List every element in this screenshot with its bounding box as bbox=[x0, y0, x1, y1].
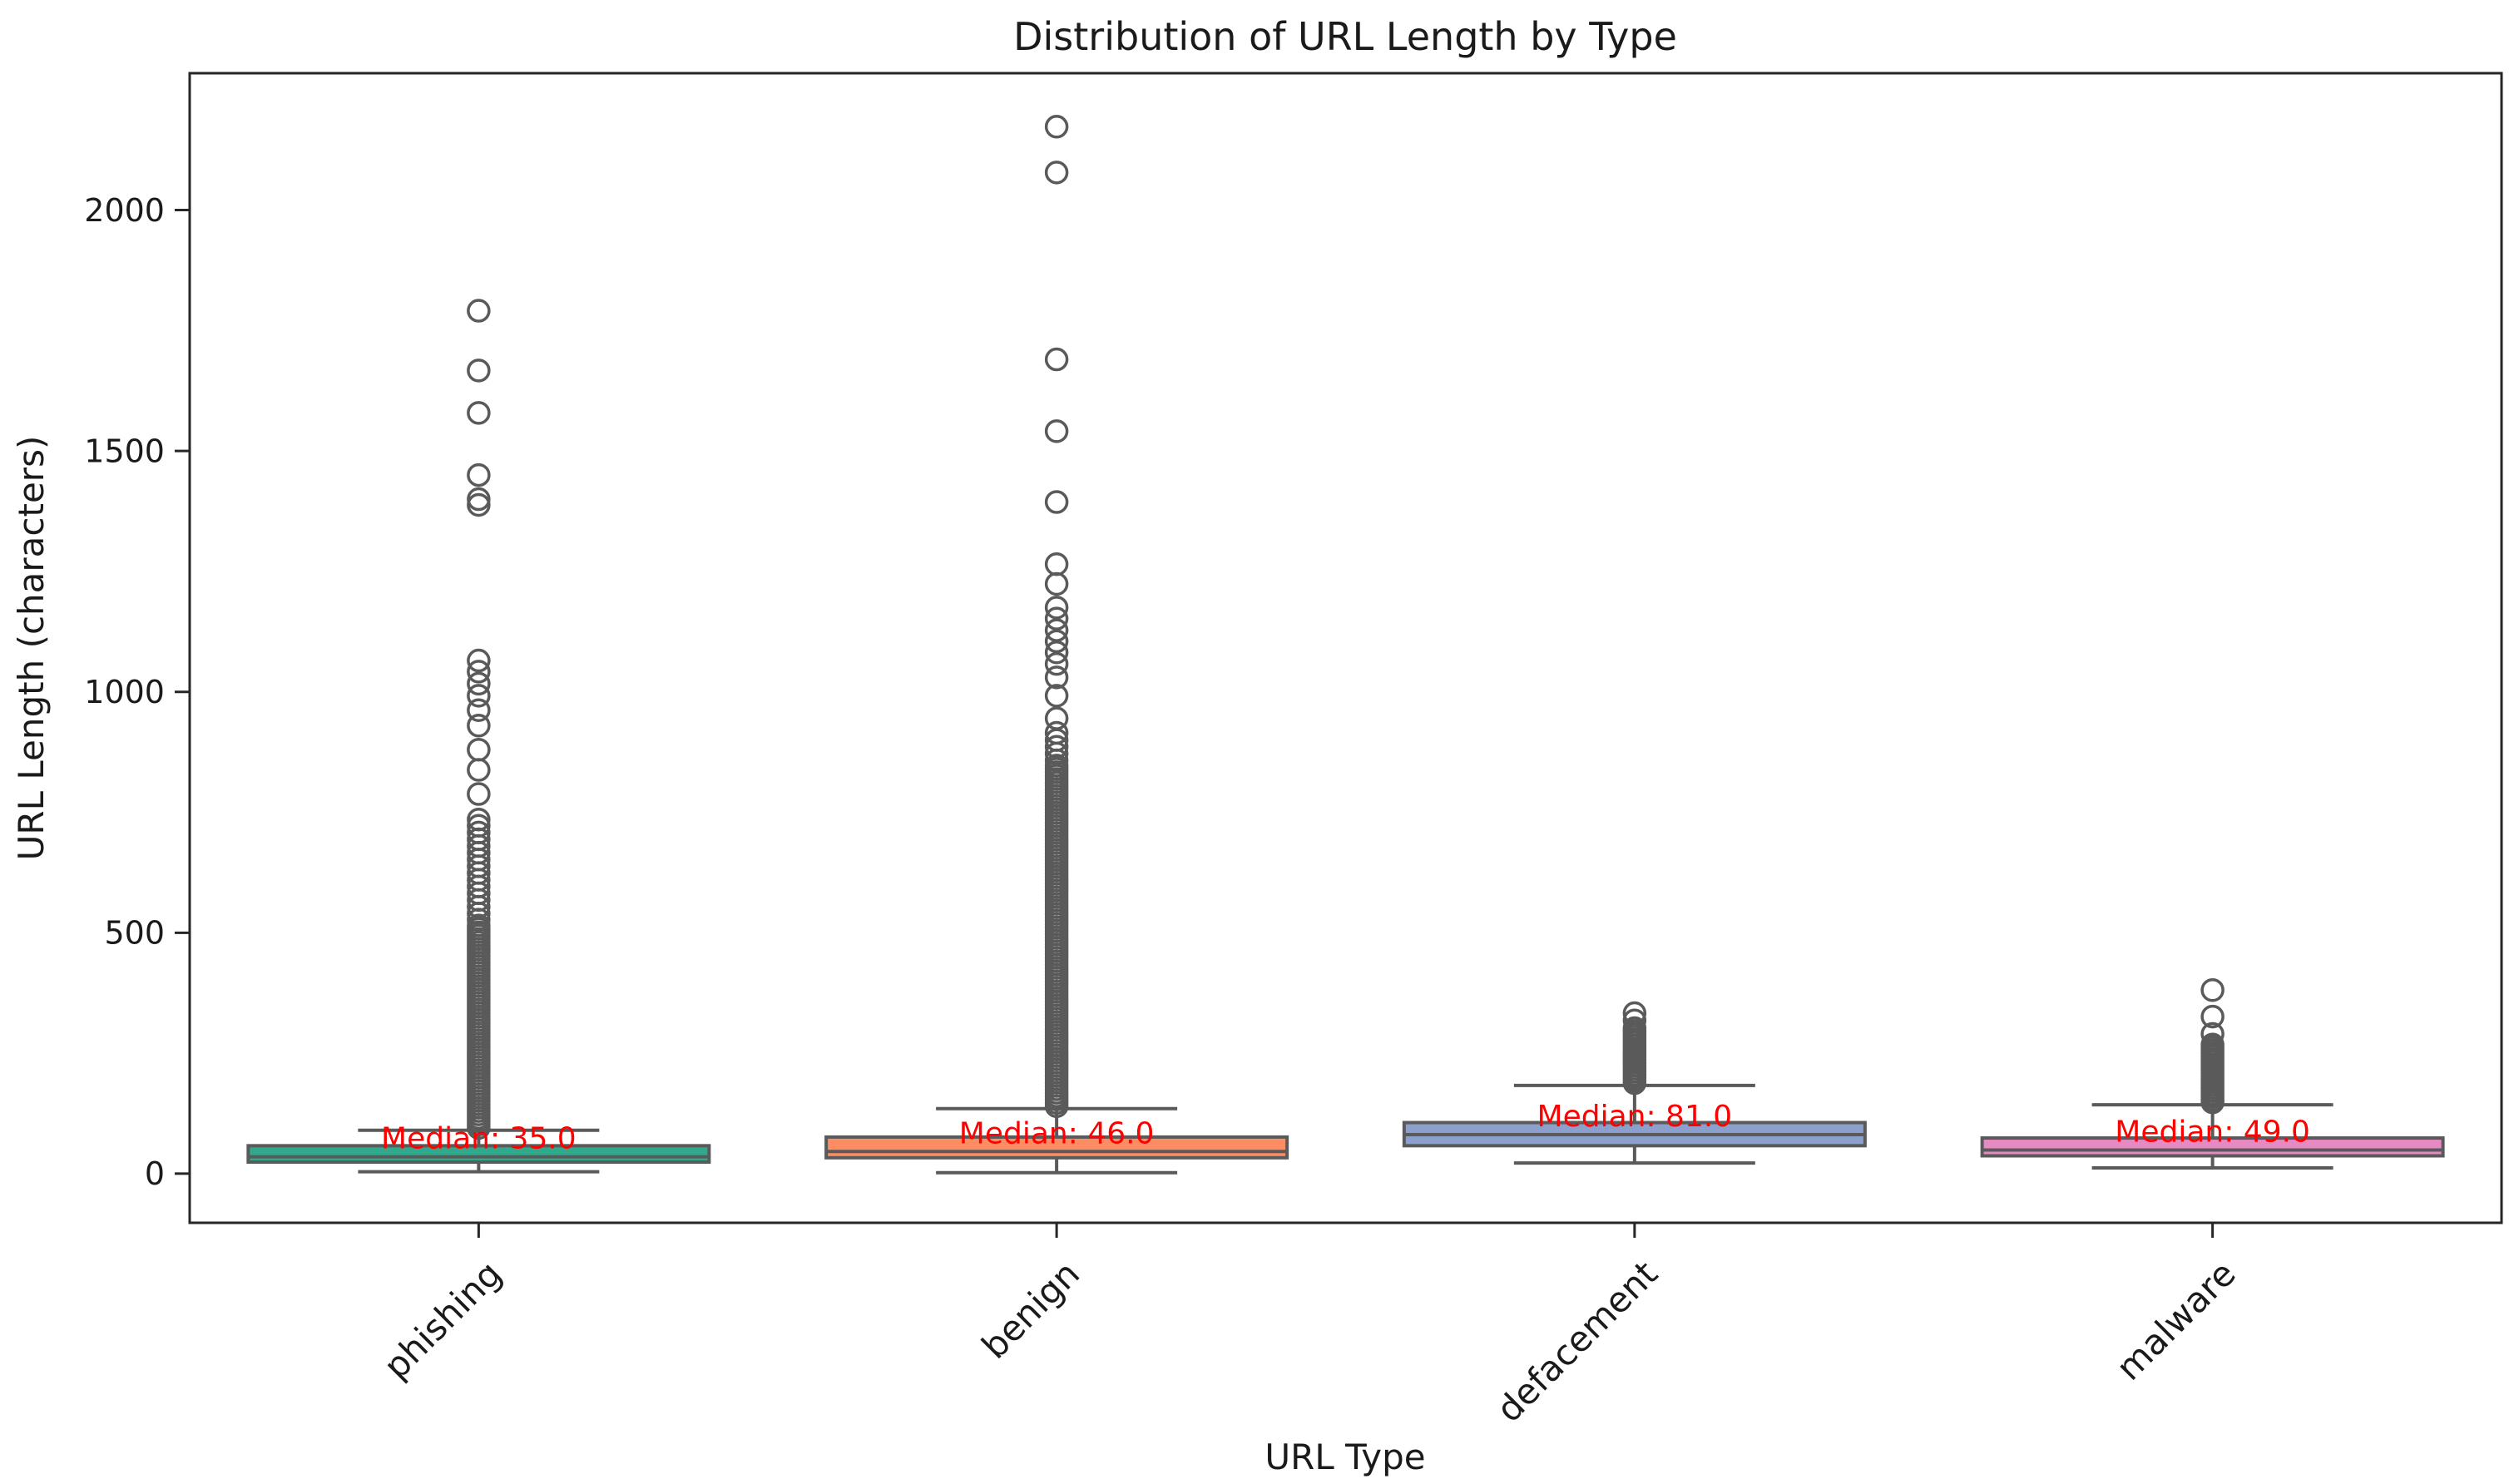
outlier-point bbox=[1044, 754, 1069, 778]
y-tick-label: 500 bbox=[104, 915, 165, 952]
outlier-point bbox=[1044, 347, 1069, 372]
median-annotation: Median: 49.0 bbox=[2115, 1115, 2310, 1150]
plot-marks: 0 500 1000 1500 2000 phishing benign defacement… bbox=[84, 72, 2503, 1430]
outlier-point bbox=[467, 487, 491, 512]
outlier-point bbox=[2200, 1032, 2225, 1056]
outlier-point bbox=[1044, 596, 1069, 620]
outlier-point bbox=[1044, 571, 1069, 596]
outlier-point bbox=[467, 671, 491, 696]
outlier-point bbox=[1622, 1016, 1647, 1041]
outlier-point bbox=[467, 401, 491, 425]
y-tick-label: 1500 bbox=[84, 433, 165, 469]
y-tick-label: 1000 bbox=[84, 674, 165, 710]
x-tick-label-benign: benign bbox=[974, 1253, 1088, 1367]
outlier-point bbox=[1044, 419, 1069, 443]
outlier-point bbox=[2200, 977, 2225, 1002]
outlier-point bbox=[1044, 640, 1069, 665]
plot-area bbox=[188, 72, 2503, 1224]
outlier-point bbox=[467, 714, 491, 738]
outlier-point bbox=[1044, 552, 1069, 576]
y-tick-label: 0 bbox=[145, 1155, 165, 1192]
outlier-point bbox=[1044, 606, 1069, 631]
outlier-point bbox=[1044, 629, 1069, 654]
x-tick-label-defacement: defacement bbox=[1488, 1253, 1665, 1430]
outlier-point bbox=[467, 463, 491, 487]
x-tick-label-phishing: phishing bbox=[376, 1253, 510, 1387]
median-annotation: Median: 35.0 bbox=[381, 1122, 577, 1156]
outlier-point bbox=[467, 684, 491, 708]
box-benign bbox=[824, 1135, 1289, 1160]
outlier-point bbox=[467, 660, 491, 684]
x-axis-label: URL Type bbox=[1264, 1437, 1425, 1477]
median-annotation: Median: 81.0 bbox=[1537, 1100, 1733, 1134]
outlier-point bbox=[467, 492, 491, 517]
x-tick-label-malware: malware bbox=[2108, 1253, 2243, 1388]
median-annotation: Median: 46.0 bbox=[959, 1116, 1155, 1150]
outlier-point bbox=[467, 737, 491, 762]
outlier-point bbox=[1044, 684, 1069, 708]
outlier-point bbox=[1044, 651, 1069, 676]
outlier-point bbox=[467, 299, 491, 323]
outlier-point bbox=[2200, 1004, 2225, 1029]
y-tick-label: 2000 bbox=[84, 192, 165, 229]
outlier-point bbox=[1044, 490, 1069, 514]
y-axis-label: URL Length (characters) bbox=[11, 436, 52, 861]
outlier-point bbox=[467, 782, 491, 806]
outlier-point bbox=[1044, 665, 1069, 690]
outlier-point bbox=[1044, 115, 1069, 139]
outlier-point bbox=[467, 648, 491, 673]
outlier-point bbox=[467, 758, 491, 782]
outlier-point bbox=[467, 913, 491, 937]
outlier-point bbox=[467, 698, 491, 722]
outlier-point bbox=[1044, 161, 1069, 185]
outlier-point bbox=[467, 908, 491, 932]
chart-title: Distribution of URL Length by Type bbox=[1013, 14, 1677, 59]
outlier-point bbox=[467, 359, 491, 383]
